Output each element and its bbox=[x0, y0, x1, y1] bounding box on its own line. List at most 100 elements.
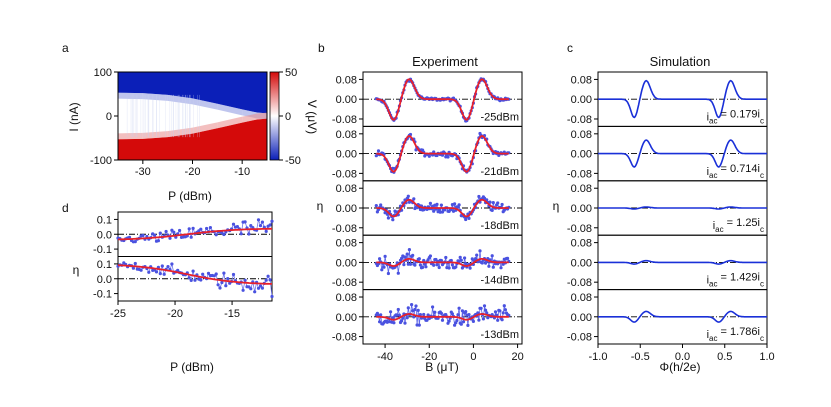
experiment-data-point bbox=[412, 315, 416, 319]
experiment-data-point bbox=[440, 318, 445, 322]
experiment-data-point bbox=[459, 258, 463, 262]
y-tick-label: -0.1 bbox=[93, 289, 112, 301]
experiment-data-point bbox=[382, 265, 386, 269]
power-sweep-data-point bbox=[249, 287, 253, 291]
y-tick-label: 0.08 bbox=[336, 74, 357, 86]
experiment-data-point bbox=[375, 210, 379, 214]
panel-a-heatmap: -30 -20 -10 100 0 -100 50 0 -50 bbox=[90, 67, 301, 178]
power-sweep-data-point bbox=[153, 233, 157, 237]
y-tick-label: 0.1 bbox=[97, 214, 112, 226]
experiment-data-point bbox=[378, 257, 382, 261]
power-sweep-data-point bbox=[160, 264, 164, 268]
experiment-data-point bbox=[476, 311, 480, 315]
experiment-data-point bbox=[427, 154, 431, 158]
power-sweep-data-point bbox=[256, 286, 261, 290]
experiment-data-point bbox=[460, 309, 464, 313]
x-tick-label: 1.0 bbox=[759, 351, 774, 363]
x-tick-label: -25 bbox=[110, 308, 126, 320]
y-tick-label: -0.08 bbox=[567, 277, 592, 289]
experiment-data-point bbox=[397, 313, 401, 317]
experiment-data-point bbox=[407, 248, 411, 252]
simulation-label-part: ac bbox=[709, 171, 717, 180]
power-sweep-data-point bbox=[189, 278, 193, 282]
simulation-current-label: iac = 1.429ic bbox=[707, 272, 764, 289]
y-tick-label: -0.1 bbox=[93, 244, 112, 256]
power-sweep-data-point bbox=[266, 274, 270, 278]
power-sweep-data-point bbox=[264, 278, 268, 282]
experiment-data-point bbox=[471, 319, 475, 323]
y-tick-label: 0.00 bbox=[336, 312, 357, 324]
panel-letter-c: c bbox=[567, 41, 573, 55]
panel-a-y-tick-label: 0 bbox=[106, 111, 112, 123]
simulation-label-part: c bbox=[760, 171, 764, 180]
power-sweep-data-point bbox=[178, 228, 182, 233]
simulation-label-part: = 1.25i bbox=[724, 217, 760, 229]
panel-c-title: Simulation bbox=[650, 54, 711, 69]
simulation-label-part: i bbox=[707, 275, 709, 287]
power-sweep-data-point bbox=[205, 226, 209, 231]
experiment-data-point bbox=[376, 149, 381, 153]
power-sweep-data-point bbox=[260, 220, 264, 224]
panel-letter-d: d bbox=[62, 201, 69, 215]
panel-c-xlabel: Φ(h/2e) bbox=[660, 360, 701, 374]
experiment-data-point bbox=[396, 271, 400, 275]
panel-a-ylabel: I (nA) bbox=[67, 102, 81, 131]
experiment-fit-curve bbox=[376, 313, 509, 321]
power-sweep-data-point bbox=[172, 230, 176, 234]
experiment-data-point bbox=[410, 303, 414, 307]
power-sweep-data-point bbox=[216, 283, 220, 287]
colorbar-label: V (μV) bbox=[305, 100, 319, 134]
experiment-data-point bbox=[431, 305, 435, 309]
simulation-curve bbox=[598, 206, 767, 210]
experiment-data-point bbox=[450, 312, 454, 316]
experiment-data-point bbox=[421, 265, 425, 269]
heatmap-red-fringe bbox=[192, 122, 218, 134]
power-sweep-data-point bbox=[231, 222, 236, 226]
experiment-data-point bbox=[478, 249, 482, 253]
power-sweep-data-point bbox=[156, 239, 160, 243]
power-sweep-data-point bbox=[162, 272, 166, 276]
power-sweep-data-point bbox=[141, 233, 145, 237]
experiment-data-point bbox=[400, 319, 404, 323]
experiment-data-point bbox=[405, 316, 409, 320]
y-tick-label: 0.0 bbox=[97, 274, 112, 286]
simulation-label-part: i bbox=[707, 111, 709, 123]
y-tick-label: -0.08 bbox=[332, 277, 357, 289]
experiment-data-point bbox=[481, 317, 485, 321]
experiment-data-point bbox=[378, 320, 382, 324]
y-tick-label: 0.08 bbox=[336, 292, 357, 304]
y-tick-label: 0.0 bbox=[97, 229, 112, 241]
panel-letter-b: b bbox=[318, 41, 325, 55]
experiment-data-point bbox=[488, 200, 492, 204]
panel-a-xlabel: P (dBm) bbox=[168, 189, 212, 203]
experiment-data-point bbox=[482, 304, 487, 308]
y-tick-label: 0.00 bbox=[336, 149, 357, 161]
power-sweep-data-point bbox=[170, 228, 174, 232]
experiment-data-point bbox=[402, 263, 406, 267]
y-tick-label: 0.00 bbox=[336, 203, 357, 215]
experiment-data-point bbox=[479, 306, 483, 310]
power-sweep-data-point bbox=[201, 272, 205, 276]
experiment-fit-curve bbox=[376, 135, 509, 173]
power-sweep-data-point bbox=[231, 272, 236, 277]
x-tick-label: -20 bbox=[167, 308, 183, 320]
experiment-data-point bbox=[414, 304, 418, 308]
x-tick-label: -15 bbox=[224, 308, 240, 320]
power-sweep-data-point bbox=[226, 277, 230, 281]
experiment-fit-curve bbox=[376, 198, 509, 218]
x-tick-label: 0.0 bbox=[675, 351, 690, 363]
experiment-data-point bbox=[424, 265, 428, 269]
power-sweep-fit-curve bbox=[118, 227, 273, 241]
experiment-power-label: -21dBm bbox=[480, 166, 519, 178]
experiment-data-point bbox=[417, 323, 421, 327]
simulation-curve bbox=[598, 139, 767, 168]
simulation-label-part: = 1.429i bbox=[717, 272, 760, 284]
power-sweep-data-point bbox=[133, 261, 137, 266]
power-sweep-data-point bbox=[154, 270, 159, 274]
experiment-data-point bbox=[418, 263, 422, 267]
power-sweep-data-point bbox=[170, 262, 174, 266]
x-tick-label: 20 bbox=[511, 351, 523, 363]
simulation-current-label: iac = 0.714ic bbox=[707, 163, 764, 180]
experiment-data-point bbox=[498, 309, 502, 313]
